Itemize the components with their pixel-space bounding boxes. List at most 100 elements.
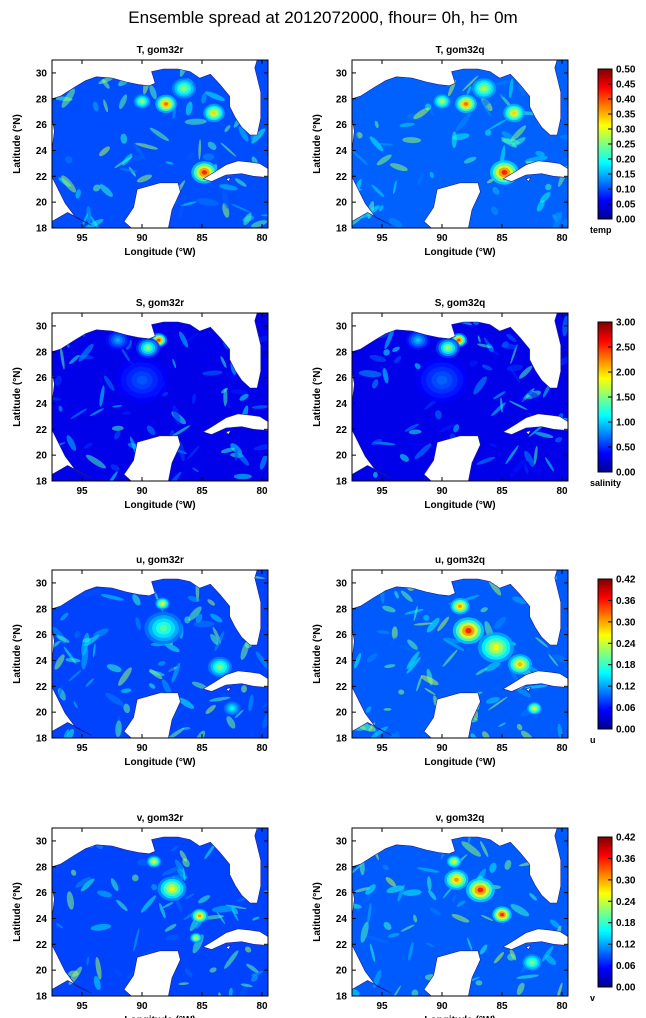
texture-mark: [365, 884, 376, 895]
texture-mark: [137, 174, 152, 183]
texture-mark: [111, 425, 124, 431]
texture-mark: [135, 142, 159, 150]
texture-mark: [201, 93, 207, 104]
x-tick-label: 95: [76, 743, 88, 754]
texture-mark: [372, 379, 379, 389]
plot-frame: [351, 59, 569, 229]
hotspot-mark: [500, 913, 504, 917]
texture-mark: [106, 471, 118, 481]
y-axis-label: Latitude (°N): [12, 114, 23, 174]
texture-mark: [224, 125, 231, 133]
colorbar-tick-label: 0.18: [616, 660, 636, 671]
texture-mark: [162, 902, 174, 909]
hotspot-mark: [463, 102, 469, 106]
colorbar-tick-label: 1.50: [616, 393, 636, 404]
colorbar-tick-label: 0.25: [616, 140, 636, 151]
texture-mark: [508, 78, 514, 99]
x-tick-label: 90: [436, 1001, 448, 1012]
texture-mark: [168, 727, 185, 738]
texture-mark: [193, 620, 215, 628]
x-axis-label: Longitude (°W): [424, 247, 495, 258]
texture-mark: [476, 456, 496, 465]
texture-mark: [535, 636, 549, 648]
texture-mark: [365, 895, 371, 902]
texture-mark: [119, 168, 138, 172]
texture-mark: [389, 637, 397, 648]
y-tick-label: 22: [336, 940, 348, 951]
panel-t-gom32r: T, gom32r 95 90 85 80 18 20 22 24 26 28 30 Longitude…: [12, 45, 269, 258]
texture-mark: [119, 94, 128, 110]
texture-mark: [552, 654, 568, 663]
texture-mark: [93, 101, 99, 112]
texture-mark: [562, 189, 566, 199]
x-tick-label: 80: [256, 233, 268, 244]
texture-mark: [545, 457, 554, 472]
texture-mark: [66, 435, 77, 451]
texture-mark: [371, 439, 382, 446]
texture-mark: [159, 903, 166, 919]
texture-mark: [99, 146, 110, 157]
colorbar-tick-label: 0.10: [616, 185, 636, 196]
colorbar-tick-label: 0.05: [616, 200, 636, 211]
texture-mark: [174, 896, 183, 913]
x-tick-label: 80: [256, 1001, 268, 1012]
texture-mark: [369, 943, 376, 962]
y-tick-label: 28: [36, 862, 48, 873]
texture-mark: [151, 883, 157, 891]
texture-mark: [187, 152, 195, 161]
y-tick-label: 24: [36, 914, 48, 925]
colorbar-tick-label: 0.24: [616, 897, 636, 908]
texture-mark: [110, 878, 119, 892]
texture-mark: [149, 84, 157, 100]
colorbar-tick-label: 0.20: [616, 155, 636, 166]
y-tick-label: 26: [36, 888, 48, 899]
y-tick-label: 30: [336, 578, 348, 589]
x-tick-label: 90: [436, 486, 448, 497]
land-mass: [202, 413, 268, 435]
texture-mark: [417, 867, 440, 873]
colorbar-tick-label: 0.30: [616, 617, 636, 628]
texture-mark: [234, 709, 244, 719]
x-tick-label: 95: [376, 743, 388, 754]
hotspot-mark: [194, 936, 198, 939]
texture-mark: [191, 393, 196, 405]
texture-mark: [437, 616, 450, 632]
texture-mark: [207, 141, 217, 150]
texture-mark: [516, 982, 525, 995]
texture-mark: [85, 678, 94, 687]
texture-mark: [442, 886, 453, 899]
texture-mark: [243, 213, 252, 226]
y-tick-label: 18: [336, 224, 348, 235]
hotspot-mark: [436, 375, 448, 385]
texture-mark: [524, 450, 535, 467]
x-tick-label: 90: [436, 233, 448, 244]
texture-mark: [475, 980, 483, 986]
texture-mark: [507, 953, 515, 961]
colorbar-salinity: 0.00 0.50 1.00 1.50 2.00 2.50 3.00 salinity: [590, 318, 636, 489]
texture-mark: [70, 408, 88, 420]
y-tick-label: 24: [336, 146, 348, 157]
heatmap-field: [352, 828, 568, 996]
texture-mark: [259, 454, 268, 470]
texture-mark: [132, 154, 143, 162]
land-mass: [52, 866, 181, 996]
x-tick-label: 95: [376, 1001, 388, 1012]
colorbar-label: v: [590, 993, 595, 1003]
land-mass: [525, 687, 532, 692]
x-tick-label: 85: [196, 743, 208, 754]
heatmap-field: [352, 313, 568, 481]
land-mass: [52, 60, 262, 136]
texture-mark: [467, 937, 473, 951]
hotspot-mark: [465, 628, 472, 634]
texture-mark: [516, 974, 539, 979]
texture-mark: [508, 400, 528, 410]
land-mass: [502, 928, 568, 950]
texture-mark: [371, 184, 385, 198]
texture-mark: [506, 333, 517, 343]
colorbar-tick-label: 0.24: [616, 639, 636, 650]
texture-mark: [75, 877, 91, 888]
texture-mark: [555, 437, 563, 443]
panel-v-gom32q: v, gom32q 95 90 85 80 18 20 22 24 26 28 30 Longitude…: [312, 813, 569, 1018]
texture-mark: [526, 390, 540, 398]
y-tick-label: 20: [336, 966, 348, 977]
